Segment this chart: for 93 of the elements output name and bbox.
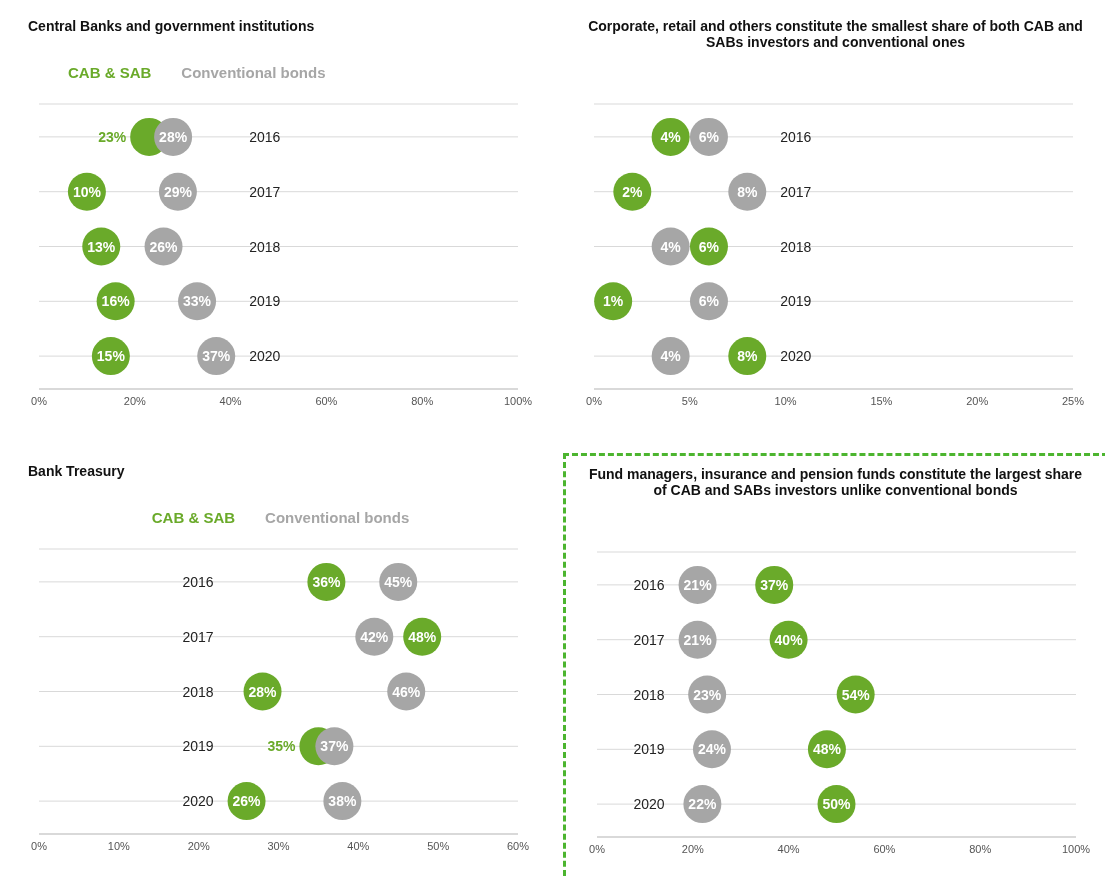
data-label: 23% [693,686,722,703]
data-label: 23% [98,128,127,145]
data-label: 40% [774,631,804,648]
x-tick-label: 60% [873,842,896,855]
data-label: 4% [660,238,682,255]
data-label: 28% [159,128,188,145]
x-tick-label: 10% [107,839,131,852]
x-tick-label: 60% [506,839,530,852]
y-tick-label: 2018 [249,238,281,255]
data-label: 45% [384,573,413,590]
x-tick-label: 40% [219,394,242,407]
y-tick-label: 2017 [182,628,214,645]
chart-title: Fund managers, insurance and pension funds constitute the largest share of CAB and SABs investors unlike conventional bonds [587,465,1084,500]
y-tick-label: 2019 [249,293,281,310]
data-label: 15% [96,348,126,365]
data-label: 48% [812,741,842,758]
x-tick-label: 15% [870,394,893,407]
chart-title: Central Banks and government institutions [27,17,316,36]
data-label: 8% [737,183,758,200]
data-label: 16% [101,293,131,310]
data-label: 28% [248,683,278,700]
x-tick-label: 5% [681,394,698,407]
data-label: 37% [320,738,349,755]
data-label: 22% [688,796,717,813]
data-label: 54% [841,686,871,703]
y-tick-label: 2020 [780,348,812,365]
chart-title: Corporate, retail and others constitute the smallest share of both CAB and SABs investors and conventional ones [587,17,1084,52]
x-tick-label: 30% [267,839,290,852]
y-tick-label: 2018 [633,686,665,703]
y-tick-label: 2017 [780,183,812,200]
x-tick-label: 40% [777,842,800,855]
data-label: 35% [267,738,296,755]
y-tick-label: 2020 [182,793,214,810]
data-label: 50% [822,796,852,813]
y-tick-label: 2020 [249,348,281,365]
x-tick-label: 100% [1061,842,1091,855]
x-tick-label: 20% [966,394,989,407]
data-label: 13% [87,238,116,255]
text: Conventional bonds [181,64,326,83]
y-tick-label: 2020 [633,796,665,813]
x-tick-label: 40% [347,839,370,852]
x-tick-label: 20% [123,394,147,407]
x-tick-label: 0% [31,394,48,407]
data-label: 24% [697,741,727,758]
x-tick-label: 100% [503,394,533,407]
y-tick-label: 2019 [633,741,665,758]
chart-title: Bank Treasury [27,462,126,481]
text: CAB & SAB [68,64,152,83]
y-tick-label: 2017 [633,631,665,648]
y-tick-label: 2019 [780,293,812,310]
y-tick-label: 2018 [182,683,214,700]
y-tick-label: 2016 [633,576,665,593]
x-tick-label: 0% [589,842,606,855]
data-label: 33% [183,293,212,310]
data-label: 48% [408,628,437,645]
x-tick-label: 60% [315,394,338,407]
data-label: 10% [72,183,102,200]
data-label: 37% [202,348,231,365]
x-tick-label: 0% [586,394,603,407]
x-tick-label: 20% [681,842,705,855]
x-tick-label: 20% [187,839,210,852]
data-label: 4% [660,128,682,145]
text: CAB & SAB [151,509,236,528]
data-label: 2% [622,183,643,200]
data-label: 6% [698,238,720,255]
data-label: 1% [603,293,624,310]
data-label: 46% [392,683,421,700]
data-label: 26% [232,793,262,810]
x-tick-label: 25% [1061,394,1085,407]
y-tick-label: 2016 [249,128,281,145]
data-label: 21% [683,576,713,593]
y-tick-label: 2019 [182,738,214,755]
text: Conventional bonds [265,509,410,528]
data-label: 36% [312,573,341,590]
y-tick-label: 2016 [182,573,214,590]
data-label: 21% [683,631,713,648]
data-label: 4% [660,348,682,365]
data-label: 6% [698,128,720,145]
x-tick-label: 10% [774,394,797,407]
y-tick-label: 2016 [780,128,812,145]
data-label: 38% [328,793,357,810]
data-label: 6% [698,293,720,310]
data-label: 42% [360,628,389,645]
y-tick-label: 2018 [780,238,812,255]
data-label: 8% [737,348,758,365]
data-label: 26% [149,238,179,255]
x-tick-label: 0% [31,839,48,852]
x-tick-label: 80% [969,842,992,855]
y-tick-label: 2017 [249,183,281,200]
data-label: 37% [760,576,789,593]
x-tick-label: 80% [411,394,434,407]
data-label: 29% [163,183,193,200]
x-tick-label: 50% [427,839,450,852]
